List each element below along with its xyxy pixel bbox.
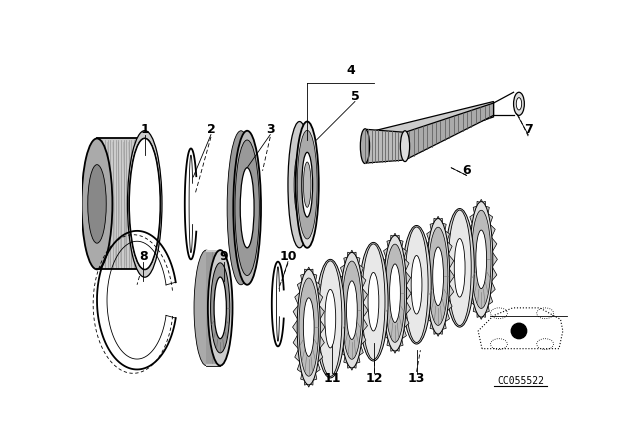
Text: 4: 4 bbox=[347, 64, 355, 77]
Ellipse shape bbox=[390, 264, 401, 323]
Ellipse shape bbox=[325, 289, 336, 348]
Ellipse shape bbox=[513, 92, 524, 116]
Ellipse shape bbox=[127, 131, 162, 277]
Ellipse shape bbox=[427, 219, 450, 334]
Polygon shape bbox=[365, 129, 405, 163]
Ellipse shape bbox=[294, 152, 305, 217]
Ellipse shape bbox=[235, 140, 259, 276]
Ellipse shape bbox=[476, 230, 486, 289]
Ellipse shape bbox=[448, 210, 471, 326]
Ellipse shape bbox=[194, 250, 219, 366]
Text: CC055522: CC055522 bbox=[497, 376, 544, 386]
Text: 1: 1 bbox=[140, 123, 149, 136]
Ellipse shape bbox=[383, 236, 406, 351]
Ellipse shape bbox=[288, 121, 311, 248]
Ellipse shape bbox=[454, 238, 465, 297]
Text: 9: 9 bbox=[220, 250, 228, 263]
Text: 10: 10 bbox=[279, 250, 297, 263]
Ellipse shape bbox=[385, 244, 405, 342]
Ellipse shape bbox=[428, 227, 448, 325]
Ellipse shape bbox=[405, 227, 428, 343]
Ellipse shape bbox=[411, 255, 422, 314]
Ellipse shape bbox=[81, 138, 113, 269]
Circle shape bbox=[511, 323, 527, 339]
Text: 12: 12 bbox=[365, 372, 383, 385]
Ellipse shape bbox=[297, 269, 320, 385]
Text: 8: 8 bbox=[139, 250, 147, 263]
Ellipse shape bbox=[227, 131, 255, 285]
Polygon shape bbox=[97, 138, 145, 269]
Ellipse shape bbox=[319, 261, 342, 376]
Text: 5: 5 bbox=[351, 90, 359, 103]
Ellipse shape bbox=[302, 152, 312, 217]
Polygon shape bbox=[292, 267, 325, 387]
Text: 2: 2 bbox=[207, 123, 215, 136]
Ellipse shape bbox=[211, 263, 230, 353]
Ellipse shape bbox=[362, 244, 385, 359]
Ellipse shape bbox=[433, 247, 444, 306]
Ellipse shape bbox=[516, 98, 522, 110]
Ellipse shape bbox=[303, 162, 311, 207]
Text: 6: 6 bbox=[462, 164, 471, 177]
Polygon shape bbox=[405, 103, 493, 160]
Ellipse shape bbox=[240, 168, 254, 248]
Ellipse shape bbox=[214, 277, 227, 339]
Ellipse shape bbox=[445, 208, 474, 327]
Ellipse shape bbox=[303, 298, 314, 356]
Polygon shape bbox=[368, 102, 493, 160]
Ellipse shape bbox=[129, 138, 160, 269]
Polygon shape bbox=[336, 250, 368, 370]
Polygon shape bbox=[206, 250, 220, 366]
Text: 13: 13 bbox=[408, 372, 425, 385]
Ellipse shape bbox=[359, 242, 388, 361]
Ellipse shape bbox=[88, 165, 106, 243]
Polygon shape bbox=[465, 199, 497, 319]
Text: 7: 7 bbox=[524, 123, 532, 136]
Ellipse shape bbox=[402, 225, 431, 344]
Ellipse shape bbox=[299, 278, 319, 376]
Ellipse shape bbox=[340, 252, 364, 368]
Ellipse shape bbox=[401, 131, 410, 162]
Ellipse shape bbox=[316, 259, 345, 378]
Ellipse shape bbox=[360, 129, 369, 164]
Ellipse shape bbox=[234, 131, 261, 285]
Text: 3: 3 bbox=[266, 123, 275, 136]
Ellipse shape bbox=[470, 202, 493, 317]
Polygon shape bbox=[422, 216, 454, 336]
Ellipse shape bbox=[472, 210, 491, 308]
Ellipse shape bbox=[208, 250, 232, 366]
Ellipse shape bbox=[342, 261, 362, 359]
Polygon shape bbox=[379, 233, 411, 353]
Ellipse shape bbox=[129, 138, 160, 269]
Ellipse shape bbox=[368, 272, 379, 331]
Text: 11: 11 bbox=[323, 372, 340, 385]
Ellipse shape bbox=[297, 130, 317, 239]
Ellipse shape bbox=[346, 281, 357, 340]
Ellipse shape bbox=[296, 121, 319, 248]
